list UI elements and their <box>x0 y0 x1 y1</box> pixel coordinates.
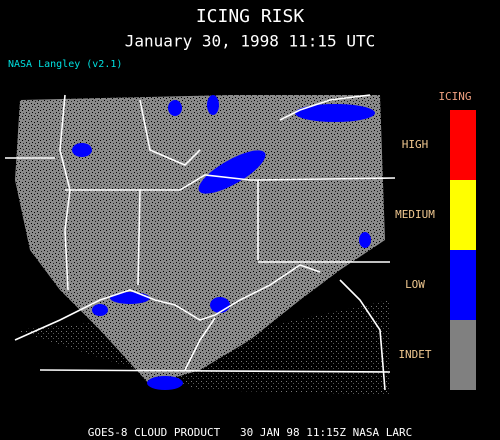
legend-swatch <box>450 250 476 320</box>
legend-title: ICING <box>438 90 471 103</box>
legend-label: LOW <box>405 278 425 291</box>
title: ICING RISK <box>196 6 305 27</box>
legend-label: INDET <box>398 348 431 361</box>
low-icing <box>72 95 375 390</box>
version: NASA Langley (v2.1) <box>8 59 122 70</box>
legend-label: HIGH <box>402 138 429 151</box>
legend: ICING HIGH MEDIUM LOW INDET <box>395 90 476 390</box>
map-area <box>5 94 396 395</box>
legend-swatch <box>450 110 476 180</box>
subtitle: January 30, 1998 11:15 UTC <box>125 32 375 51</box>
legend-swatch <box>450 320 476 390</box>
legend-swatch <box>450 180 476 250</box>
legend-label: MEDIUM <box>395 208 435 221</box>
cloud-indet <box>15 95 385 385</box>
footer: GOES-8 CLOUD PRODUCT 30 JAN 98 11:15Z NA… <box>88 426 413 439</box>
state-borders <box>5 94 396 391</box>
